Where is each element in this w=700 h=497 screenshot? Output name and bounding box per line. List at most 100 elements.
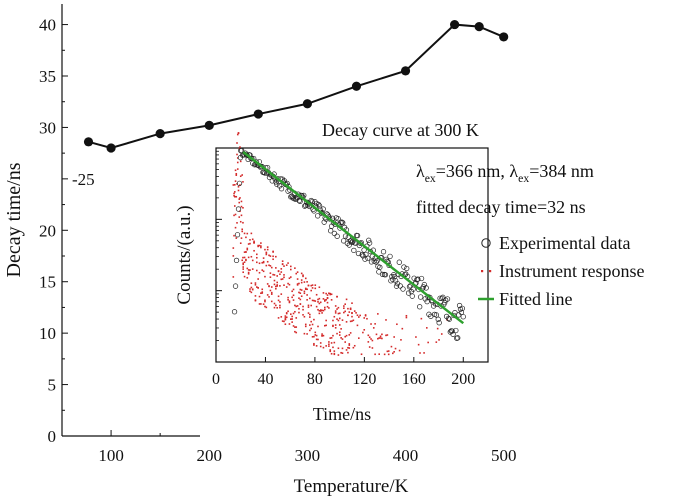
annotation-segment: ex <box>518 172 529 185</box>
instrument-response-point <box>348 311 351 313</box>
fitted-line <box>242 150 465 325</box>
instrument-response-point <box>239 197 241 199</box>
instrument-response-point <box>363 317 366 319</box>
instrument-response-point <box>241 174 244 176</box>
instrument-response-point <box>317 301 319 303</box>
instrument-response-point <box>370 338 372 340</box>
instrument-response-point <box>333 341 336 344</box>
instrument-response-point <box>236 153 238 156</box>
instrument-response-point <box>232 247 235 249</box>
instrument-response-point <box>254 284 257 286</box>
instrument-response-point <box>246 276 249 279</box>
instrument-response-point <box>239 242 242 244</box>
instrument-response-point <box>273 274 276 276</box>
instrument-response-point <box>333 350 336 352</box>
instrument-response-point <box>370 323 372 325</box>
legend-marker-experimental <box>481 238 491 248</box>
inset-title: Decay curve at 300 K <box>322 120 479 140</box>
main-data-point <box>253 109 263 119</box>
instrument-response-point <box>329 337 332 339</box>
legend-marker-instrument <box>481 270 484 273</box>
instrument-response-point <box>262 303 265 305</box>
instrument-response-point <box>287 298 289 301</box>
instrument-response-point <box>340 351 342 354</box>
instrument-response-point <box>238 216 241 218</box>
instrument-response-point <box>277 299 280 302</box>
instrument-response-point <box>381 337 383 340</box>
experimental-data-point <box>438 303 444 309</box>
main-y-tick-label: 0 <box>48 427 57 446</box>
instrument-response-point <box>299 288 302 291</box>
instrument-response-point <box>300 272 303 275</box>
main-x-tick-label: 300 <box>295 446 321 465</box>
instrument-response-point <box>319 301 322 304</box>
instrument-response-point <box>285 316 288 319</box>
instrument-response-point <box>324 306 326 309</box>
instrument-response-point <box>295 272 298 275</box>
instrument-response-point <box>237 132 240 135</box>
instrument-response-point <box>302 274 304 277</box>
instrument-response-point <box>300 295 303 298</box>
instrument-response-point <box>322 346 325 349</box>
instrument-response-point <box>283 284 285 287</box>
instrument-response-point <box>260 242 262 244</box>
experimental-data-point <box>456 302 463 309</box>
instrument-response-point <box>269 265 272 267</box>
instrument-response-point <box>281 263 284 266</box>
instrument-response-point <box>296 305 299 307</box>
experimental-data-point <box>341 238 347 244</box>
instrument-response-point <box>239 146 241 148</box>
instrument-response-point <box>295 305 298 308</box>
instrument-response-point <box>287 282 289 285</box>
instrument-response-point <box>250 232 253 235</box>
experimental-data-point <box>278 186 285 192</box>
experimental-data-point <box>315 213 321 219</box>
instrument-response-point <box>256 261 258 264</box>
experimental-data-point <box>401 264 407 270</box>
instrument-response-point <box>381 333 383 336</box>
main-y-axis-label: Decay time/ns <box>3 162 25 277</box>
instrument-response-point <box>303 290 306 293</box>
instrument-response-point <box>306 299 308 301</box>
experimental-data-point <box>436 320 442 326</box>
experimental-data-point <box>354 232 361 239</box>
instrument-response-point <box>372 327 375 329</box>
instrument-response-point <box>322 298 325 300</box>
instrument-response-point <box>254 282 257 284</box>
instrument-response-point <box>254 299 257 302</box>
instrument-response-point <box>241 228 244 231</box>
instrument-response-point <box>426 327 428 329</box>
experimental-data-point <box>315 201 322 208</box>
instrument-response-point <box>298 282 300 285</box>
experimental-data-point <box>339 219 345 225</box>
instrument-response-point <box>378 353 380 355</box>
instrument-response-point <box>249 288 251 290</box>
instrument-response-point <box>294 267 296 269</box>
instrument-response-point <box>344 310 346 313</box>
instrument-response-point <box>236 157 239 159</box>
instrument-response-point <box>269 289 272 292</box>
instrument-response-point <box>290 265 292 268</box>
instrument-response-point <box>269 276 272 278</box>
instrument-response-point <box>275 255 277 258</box>
instrument-response-point <box>353 310 356 312</box>
instrument-response-point <box>249 269 251 271</box>
annotation-segment: =384 nm <box>529 161 594 181</box>
inset-x-tick-label: 0 <box>212 371 220 388</box>
instrument-response-point <box>345 334 348 337</box>
instrument-response-point <box>314 331 317 334</box>
instrument-response-point <box>334 327 337 329</box>
instrument-response-point <box>276 284 278 286</box>
experimental-data-point <box>297 198 303 204</box>
instrument-response-point <box>277 295 280 298</box>
instrument-response-point <box>299 303 302 305</box>
instrument-response-point <box>336 318 338 320</box>
instrument-response-point <box>251 238 254 241</box>
instrument-response-point <box>283 274 285 276</box>
instrument-response-point <box>242 271 244 274</box>
legend-marker-instrument <box>489 270 492 273</box>
instrument-response-point <box>375 333 378 336</box>
instrument-response-point <box>313 344 315 346</box>
instrument-response-point <box>287 262 289 264</box>
instrument-response-point <box>241 259 244 262</box>
